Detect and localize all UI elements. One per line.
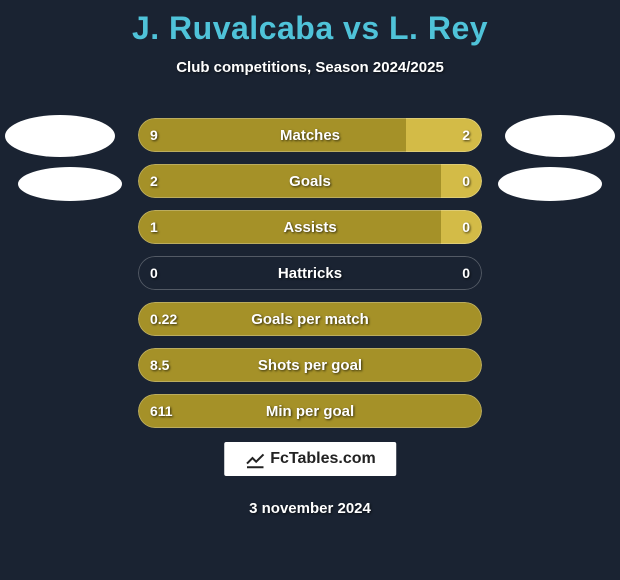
bar-fill-left [138,210,441,244]
stat-value-right: 0 [462,164,470,198]
date-text: 3 november 2024 [0,500,620,517]
bar-fill-full [138,348,482,382]
watermark: FcTables.com [224,442,396,476]
stat-value-left: 0.22 [150,302,177,336]
bar-outline [138,256,482,290]
stat-value-right: 0 [462,210,470,244]
stat-row: 0 0Hattricks [138,256,482,290]
stat-bars: 92Matches20Goals10Assists00Hattricks0.22… [138,118,482,440]
stat-value-left: 611 [150,394,173,428]
stat-row: 611Min per goal [138,394,482,428]
stat-row: 0.22Goals per match [138,302,482,336]
subtitle: Club competitions, Season 2024/2025 [0,59,620,76]
player2-name: L. Rey [389,10,488,46]
vs-text: vs [343,10,380,46]
player1-name: J. Ruvalcaba [132,10,334,46]
player1-club-avatar [18,167,122,201]
stat-value-right: 0 [462,256,470,290]
stat-value-right: 2 [462,118,470,152]
comparison-title: J. Ruvalcaba vs L. Rey [0,0,620,47]
stat-value-left: 2 [150,164,158,198]
player2-club-avatar [498,167,602,201]
bar-fill-full [138,394,482,428]
stat-value-left: 1 [150,210,158,244]
bar-fill-right [406,118,482,152]
stat-row: 92Matches [138,118,482,152]
stat-row: 10Assists [138,210,482,244]
stat-row: 8.5Shots per goal [138,348,482,382]
player2-avatar [505,115,615,157]
player1-avatar [5,115,115,157]
stat-value-left: 8.5 [150,348,169,382]
stat-label: Hattricks [138,256,482,290]
stat-value-left: 9 [150,118,158,152]
bar-fill-left [138,164,441,198]
stat-value-left: 0 [150,256,158,290]
chart-icon [244,448,266,470]
bar-fill-full [138,302,482,336]
watermark-text: FcTables.com [270,450,376,468]
stat-row: 20Goals [138,164,482,198]
bar-fill-left [138,118,406,152]
